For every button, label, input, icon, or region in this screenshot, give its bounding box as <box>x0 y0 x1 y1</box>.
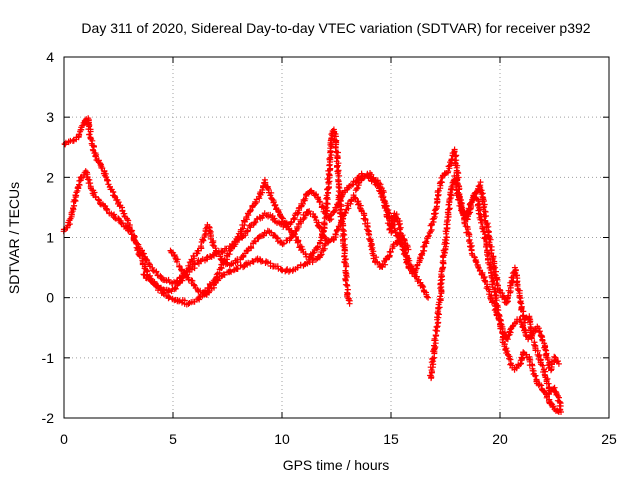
plus-markers <box>458 179 564 415</box>
y-tick-label: 2 <box>46 169 54 185</box>
plus-markers <box>167 240 329 298</box>
y-tick-label: 3 <box>46 109 54 125</box>
x-tick-label: 25 <box>601 431 617 447</box>
axis-ticks <box>63 56 610 419</box>
y-tick-label: 4 <box>46 49 54 65</box>
chart-title: Day 311 of 2020, Sidereal Day-to-day VTE… <box>81 20 590 36</box>
x-axis-label: GPS time / hours <box>283 457 390 473</box>
x-tick-label: 20 <box>492 431 508 447</box>
series-trace-d <box>167 240 329 298</box>
data-marks <box>60 115 564 415</box>
y-axis-label: SDTVAR / TECUs <box>6 182 22 294</box>
plus-markers <box>60 168 432 301</box>
plus-markers <box>427 173 562 415</box>
tick-labels: 0 5 10 15 20 25 -2 -1 0 1 2 3 4 <box>42 49 617 447</box>
x-tick-label: 5 <box>169 431 177 447</box>
x-tick-label: 0 <box>60 431 68 447</box>
series-trace-b <box>60 168 432 301</box>
x-tick-label: 15 <box>383 431 399 447</box>
series-trace-f <box>427 173 562 415</box>
y-tick-label: -1 <box>42 350 55 366</box>
x-tick-label: 10 <box>274 431 290 447</box>
y-tick-label: -2 <box>42 410 55 426</box>
y-tick-label: 1 <box>46 230 54 246</box>
y-tick-label: 0 <box>46 290 54 306</box>
series-trace-g <box>458 179 564 415</box>
